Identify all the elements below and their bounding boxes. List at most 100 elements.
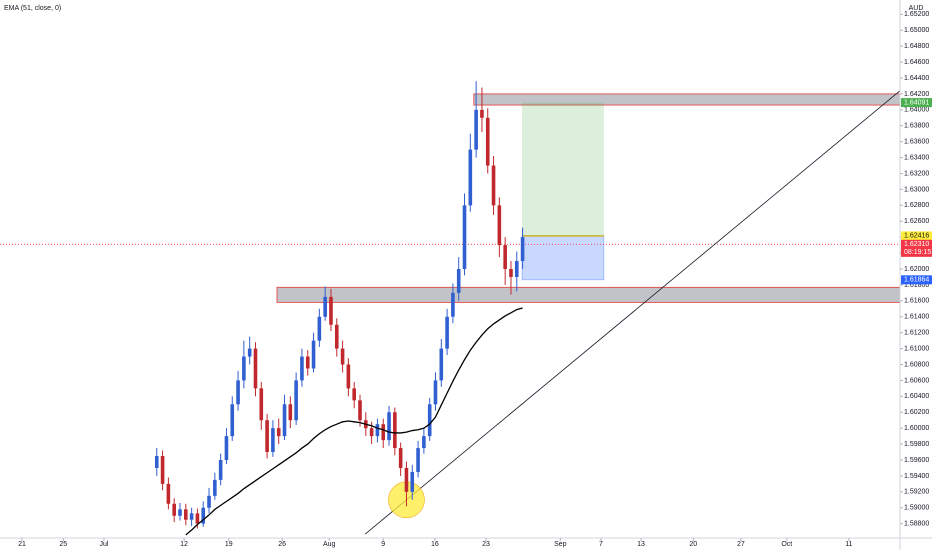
- y-tick-label: 1.64000: [904, 107, 929, 114]
- candle-body: [305, 356, 310, 369]
- candle-body: [334, 324, 339, 349]
- y-tick-label: 1.58800: [904, 521, 929, 528]
- y-tick-label: 1.62000: [904, 266, 929, 273]
- candle-body: [427, 404, 432, 437]
- candle-body: [224, 436, 229, 461]
- candle-body: [375, 424, 380, 437]
- x-tick-label: 19: [225, 541, 233, 548]
- candle-body: [271, 428, 275, 453]
- candle-body: [514, 261, 519, 277]
- candle-body: [404, 467, 409, 492]
- trendline: [364, 90, 900, 535]
- candle-body: [387, 412, 391, 441]
- y-tick-label: 1.63600: [904, 139, 929, 146]
- candle-body: [410, 471, 415, 492]
- candle-body: [288, 404, 293, 421]
- y-tick-label: 1.63400: [904, 154, 929, 161]
- y-tick-label: 1.60000: [904, 425, 929, 432]
- candle-body: [154, 456, 159, 468]
- x-tick-label: 25: [59, 541, 67, 548]
- candle-body: [236, 380, 240, 405]
- candle-body: [491, 165, 496, 206]
- candle-body: [311, 340, 316, 369]
- x-tick-label: 9: [381, 541, 385, 548]
- price-label-box: [901, 239, 932, 257]
- x-tick-label: 26: [278, 541, 286, 548]
- zone: [276, 286, 900, 303]
- candle-body: [218, 460, 223, 480]
- position-target: [522, 102, 604, 236]
- y-tick-label: 1.64400: [904, 75, 929, 82]
- candle-body: [247, 348, 252, 357]
- zone: [473, 93, 900, 106]
- x-tick-label: Aug: [323, 541, 336, 548]
- y-tick-label: 1.64200: [904, 91, 929, 98]
- candle-body: [323, 296, 327, 317]
- candle-body: [416, 448, 420, 472]
- candle-body: [433, 380, 438, 405]
- plot-area: [0, 81, 900, 536]
- candle-body: [485, 117, 490, 166]
- candle-body: [294, 380, 298, 421]
- y-tick-label: 1.62600: [904, 218, 929, 225]
- x-tick-label: 11: [845, 541, 852, 548]
- candle-body: [207, 495, 211, 508]
- price-label: 1.62310: [904, 241, 929, 248]
- y-tick-label: 1.59800: [904, 441, 929, 448]
- y-tick-label: 1.59400: [904, 473, 929, 480]
- x-tick-label: Jul: [99, 541, 108, 548]
- candle-body: [265, 420, 269, 453]
- currency: AUD: [909, 5, 924, 12]
- candle-body: [480, 109, 484, 118]
- candle-body: [201, 507, 206, 524]
- candle-body: [352, 388, 356, 401]
- x-tick-label: 13: [637, 541, 645, 548]
- candle-body: [462, 205, 467, 269]
- candle-body: [381, 424, 386, 441]
- x-tick-label: 7: [599, 541, 603, 548]
- candle-body: [456, 269, 461, 293]
- price-label: 1.61864: [904, 277, 929, 284]
- y-tick-label: 1.60600: [904, 377, 929, 384]
- candle-body: [474, 109, 478, 150]
- candle-body: [439, 348, 444, 381]
- y-tick-label: 1.60200: [904, 409, 929, 416]
- x-tick-label: Sep: [554, 541, 567, 548]
- price-label-box: [901, 98, 932, 108]
- y-tick-label: 1.59000: [904, 505, 929, 512]
- candle-body: [259, 388, 264, 421]
- y-tick-label: 1.59600: [904, 457, 929, 464]
- candle-body: [178, 509, 182, 516]
- candle-body: [451, 292, 455, 317]
- y-tick-label: 1.61400: [904, 314, 929, 321]
- y-tick-label: 1.63000: [904, 186, 929, 193]
- candle-body: [184, 509, 188, 520]
- candle-body: [398, 448, 403, 468]
- ema-line: [185, 307, 523, 536]
- candle-body: [160, 456, 165, 484]
- y-tick-label: 1.61000: [904, 345, 929, 352]
- candle-body: [497, 205, 502, 246]
- candle-body: [520, 237, 525, 262]
- price-label-box: [901, 231, 932, 241]
- x-tick-label: Oct: [781, 541, 792, 548]
- y-tick-label: 1.61800: [904, 282, 929, 289]
- x-tick-label: 27: [737, 541, 745, 548]
- y-tick-label: 1.63200: [904, 170, 929, 177]
- y-tick-label: 1.64800: [904, 43, 929, 50]
- x-tick-label: 16: [431, 541, 439, 548]
- price-label-box: [901, 275, 932, 285]
- candle-body: [329, 296, 333, 325]
- candle-body: [253, 348, 258, 389]
- candle-body: [445, 316, 449, 349]
- candle-body: [213, 479, 217, 496]
- candle-body: [422, 436, 426, 449]
- y-tick-label: 1.65200: [904, 11, 929, 18]
- price-label: 1.64091: [904, 99, 929, 106]
- y-tick-label: 1.65000: [904, 27, 929, 34]
- position-stop: [521, 235, 605, 281]
- candle-body: [317, 316, 322, 341]
- y-tick-label: 1.60800: [904, 361, 929, 368]
